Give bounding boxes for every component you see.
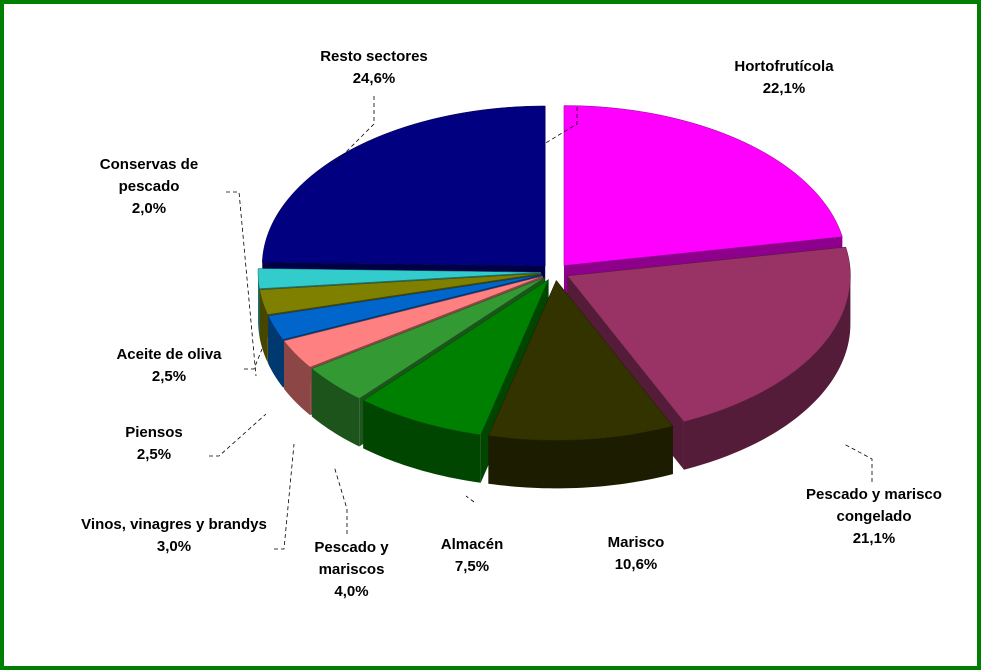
value-label: 7,5% [454, 558, 490, 575]
value-label: 10,6% [614, 556, 658, 573]
slice-label: Hortofrutícola 22,1% [684, 56, 884, 100]
category-label: Hortofrutícola [734, 58, 834, 75]
slice-top [362, 278, 550, 436]
leader-line [543, 107, 578, 145]
leader-line [333, 465, 348, 534]
slice-wall [259, 289, 268, 363]
leader-line [333, 96, 375, 165]
chart [209, 96, 873, 550]
slice-wall [268, 315, 284, 388]
slice-label: Almacén 7,5% [422, 534, 522, 578]
slice-label: Pescado y marisco congelado 21,1% [774, 484, 974, 550]
slice-wall [488, 426, 673, 489]
leader-line [244, 348, 263, 370]
slice-top [259, 273, 542, 315]
slice-wall [311, 368, 360, 447]
leader-line [274, 443, 295, 550]
slice-label: Conservas de pescado 2,0% [74, 154, 224, 220]
category-label: Almacén [440, 536, 504, 553]
category-label: Marisco [607, 534, 665, 551]
slice-top [488, 279, 674, 441]
category-label: Aceite de oliva [116, 346, 222, 363]
value-label: 4,0% [334, 583, 369, 600]
leader-line [843, 443, 873, 482]
slice-wall [284, 340, 311, 416]
value-label: 21,1% [852, 530, 896, 547]
slice-label: Aceite de oliva 2,5% [84, 344, 254, 388]
slice-label: Vinos, vinagres y brandys 3,0% [74, 514, 274, 558]
leader-line [226, 191, 257, 377]
slice-wall [683, 275, 851, 470]
value-label: 3,0% [156, 538, 192, 555]
value-label: 2,5% [151, 368, 187, 385]
slice-top [563, 105, 843, 266]
slice-label: Resto sectores 24,6% [279, 46, 469, 90]
slice-label: Pescado y mariscos 4,0% [289, 537, 414, 603]
value-label: 2,0% [131, 200, 167, 217]
slice-top [566, 246, 851, 422]
category-label: Pescado y marisco congelado [806, 486, 942, 525]
slice-wall [258, 272, 260, 337]
value-label: 24,6% [352, 70, 396, 87]
category-label: Vinos, vinagres y brandys [81, 516, 267, 533]
category-label: Piensos [125, 424, 183, 441]
slice-top [311, 277, 545, 399]
slice-label: Piensos 2,5% [94, 422, 214, 466]
slice-top [262, 105, 546, 267]
slice-label: Marisco 10,6% [586, 532, 686, 576]
pie-slice [488, 279, 674, 489]
slice-wall [363, 400, 481, 483]
category-label: Pescado y mariscos [314, 539, 389, 578]
leader-line [209, 413, 267, 457]
slice-top [283, 275, 543, 368]
slice-top [267, 274, 542, 340]
leader-line [465, 495, 475, 503]
slice-top [257, 268, 542, 289]
value-label: 22,1% [762, 80, 806, 97]
category-label: Conservas de pescado [99, 156, 199, 195]
value-label: 2,5% [136, 446, 172, 463]
category-label: Resto sectores [320, 48, 428, 65]
